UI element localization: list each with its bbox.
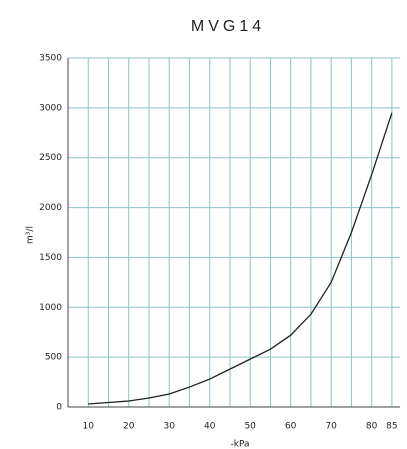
y-tick-label: 500 — [45, 353, 62, 363]
y-tick-label: 1000 — [39, 303, 62, 313]
y-tick-label: 2000 — [39, 203, 62, 213]
x-tick-label: 30 — [163, 422, 175, 432]
data-line — [88, 112, 393, 405]
x-tick-label: 50 — [244, 422, 256, 432]
x-tick-label: 60 — [285, 422, 297, 432]
x-tick-label: 20 — [123, 422, 135, 432]
chart-title: MVG14 — [191, 18, 265, 35]
x-tick-label: 40 — [204, 422, 216, 432]
y-tick-label: 2500 — [39, 153, 62, 163]
x-tick-label: 10 — [83, 422, 95, 432]
y-axis-label: m³/l — [26, 226, 36, 244]
x-axis-label: -kPa — [231, 440, 250, 449]
x-tick-label: 85 — [386, 422, 397, 432]
x-tick-label: 70 — [325, 422, 337, 432]
y-tick-label: 1500 — [39, 253, 62, 263]
y-tick-label: 3000 — [39, 103, 62, 113]
y-tick-label: 0 — [56, 403, 62, 413]
y-tick-label: 3500 — [39, 54, 62, 64]
x-tick-label: 80 — [366, 422, 378, 432]
